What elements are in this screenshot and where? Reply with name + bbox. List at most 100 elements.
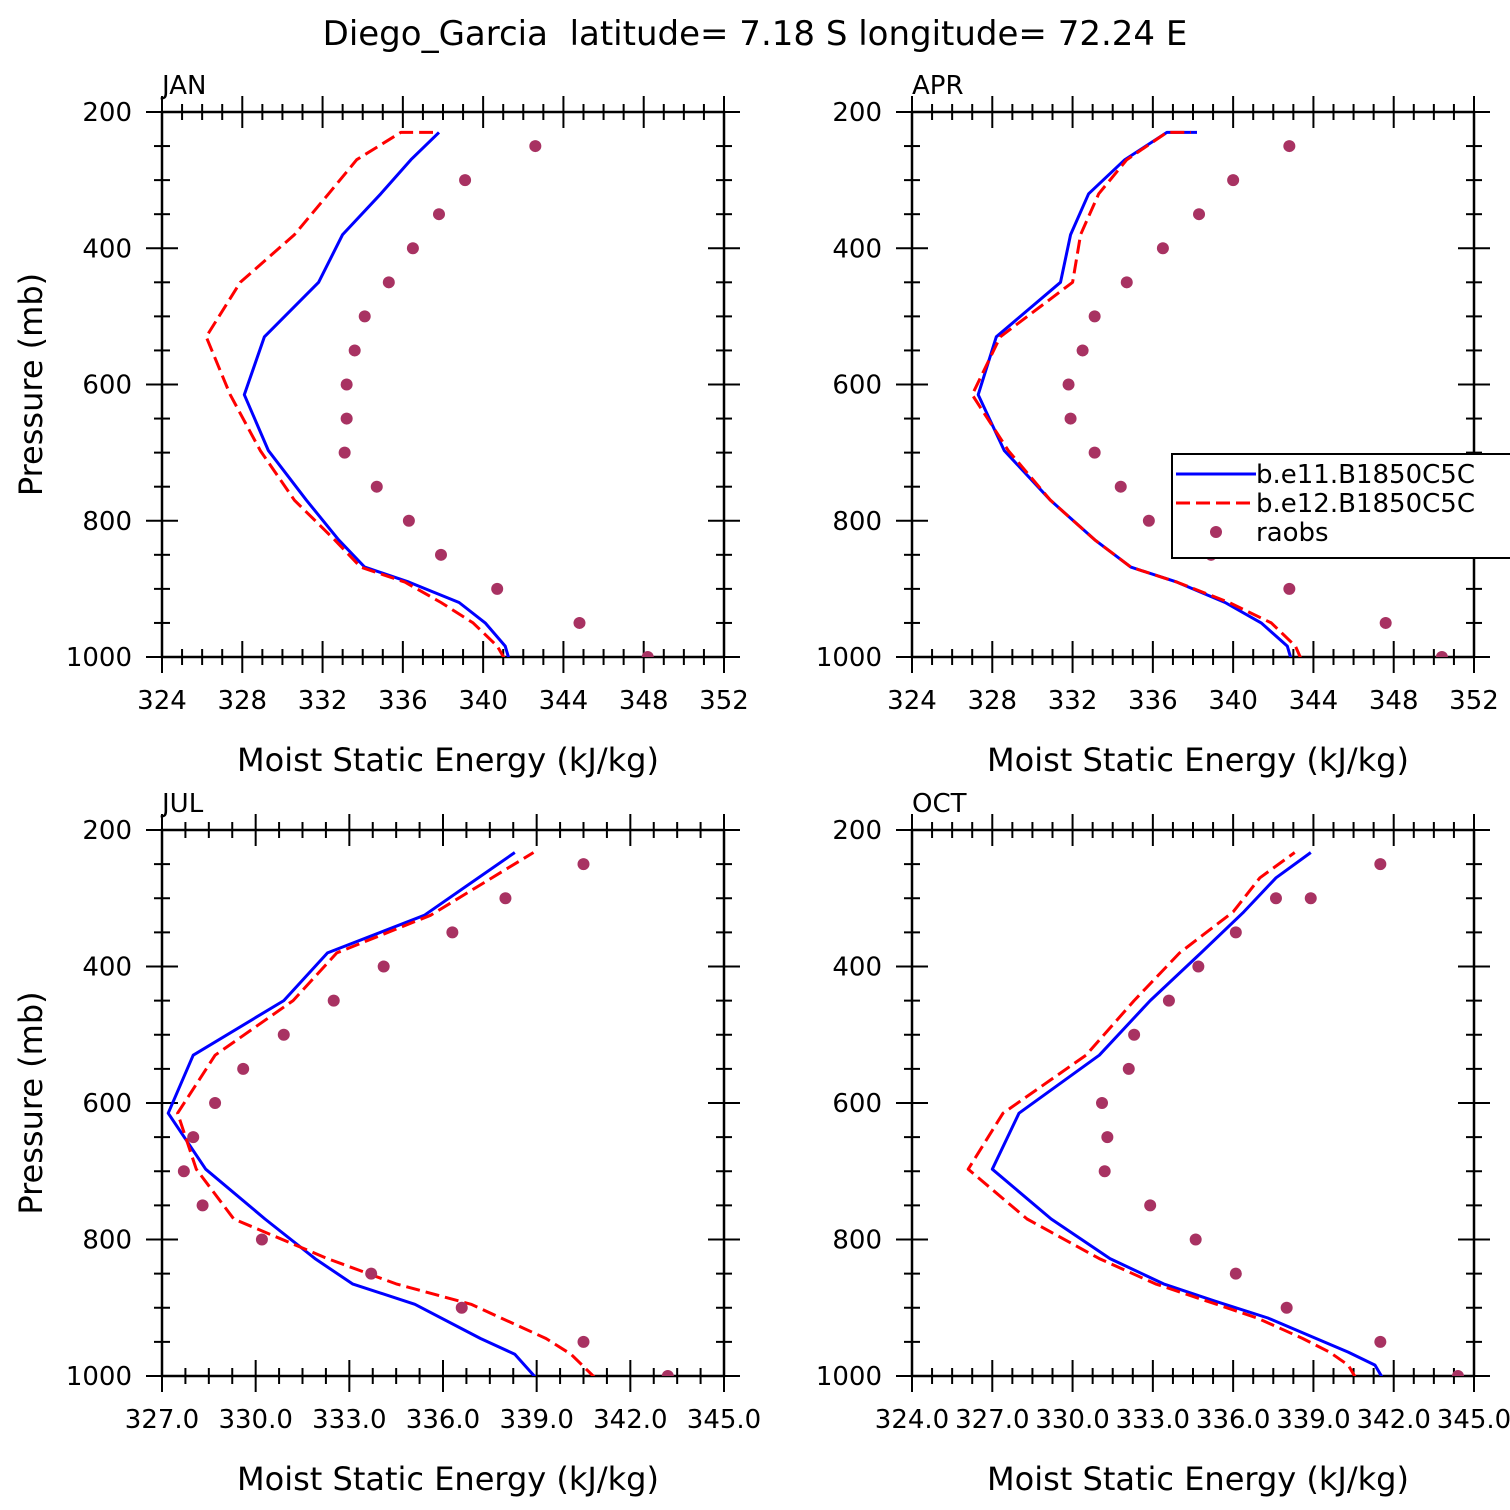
raobs-point <box>327 994 340 1007</box>
raobs-point <box>573 616 586 629</box>
raobs-point <box>1062 378 1075 391</box>
raobs-point <box>255 1233 268 1246</box>
y-tick-label: 400 <box>82 953 132 983</box>
panel-jul: 200 400 600 800 1000 327.0 330.0 333.0 336.0 339.… <box>12 789 761 1498</box>
raobs-point <box>338 446 351 459</box>
raobs-point <box>187 1131 200 1144</box>
raobs-point <box>402 514 415 527</box>
x-tick-label: 342.0 <box>1356 1405 1430 1435</box>
x-tick-label: 327.0 <box>125 1405 199 1435</box>
x-tick-label: 342.0 <box>593 1405 667 1435</box>
plot-frame <box>160 828 726 1378</box>
raobs-point <box>1162 994 1175 1007</box>
raobs-point <box>434 548 447 561</box>
series-line-b-e12 <box>176 851 596 1376</box>
x-tick-label: 348 <box>619 686 669 716</box>
x-tick-label: 328 <box>217 686 267 716</box>
x-tick-label: 332 <box>1048 686 1098 716</box>
y-tick-label: 600 <box>832 1089 882 1119</box>
y-tick-label: 1000 <box>66 643 132 673</box>
raobs-point <box>1076 344 1089 357</box>
series-line-b-e11 <box>242 131 510 657</box>
x-tick-label: 324.0 <box>875 1405 949 1435</box>
y-tick-label: 800 <box>82 1226 132 1256</box>
y-axis-label: Pressure (mb) <box>12 991 50 1214</box>
raobs-point <box>1098 1165 1111 1178</box>
raobs-point <box>377 960 390 973</box>
raobs-point <box>277 1028 290 1041</box>
x-tick-label: 352 <box>699 686 749 716</box>
y-tick-label: 200 <box>82 98 132 128</box>
raobs-point <box>455 1301 468 1314</box>
raobs-point <box>1435 651 1448 657</box>
raobs-point <box>577 1335 590 1348</box>
raobs-point <box>1120 276 1133 289</box>
x-tick-label: 340 <box>458 686 508 716</box>
raobs-point <box>196 1199 209 1212</box>
raobs-point <box>1379 616 1392 629</box>
raobs-point <box>499 892 512 905</box>
raobs-point <box>1088 446 1101 459</box>
x-tick-label: 333.0 <box>1116 1405 1190 1435</box>
x-tick-label: 336 <box>1128 686 1178 716</box>
series-line-b-e12 <box>970 130 1302 657</box>
raobs-point <box>661 1370 674 1376</box>
y-tick-label: 1000 <box>816 1362 882 1392</box>
x-tick-label: 328 <box>967 686 1017 716</box>
raobs-point <box>358 310 371 323</box>
y-tick-label: 200 <box>832 816 882 846</box>
x-axis-label: Moist Static Energy (kJ/kg) <box>237 741 659 779</box>
raobs-point <box>1156 242 1169 255</box>
y-tick-label: 800 <box>82 507 132 537</box>
x-tick-label: 330.0 <box>218 1405 292 1435</box>
y-tick-label: 200 <box>82 816 132 846</box>
raobs-point <box>1096 1097 1109 1109</box>
x-tick-label: 336 <box>378 686 428 716</box>
raobs-point <box>365 1267 378 1280</box>
raobs-point <box>529 140 542 153</box>
panel-title: APR <box>912 71 964 101</box>
x-tick-label: 336.0 <box>1196 1405 1270 1435</box>
x-tick-label: 352 <box>1449 686 1499 716</box>
x-tick-label: 333.0 <box>312 1405 386 1435</box>
x-tick-label: 345.0 <box>687 1405 761 1435</box>
raobs-point <box>1227 174 1240 187</box>
raobs-point <box>1269 892 1282 905</box>
raobs-point <box>406 242 419 255</box>
raobs-point <box>641 651 654 657</box>
legend-box <box>1171 453 1510 559</box>
y-tick-label: 600 <box>82 1089 132 1119</box>
series-line-b-e11 <box>976 130 1293 657</box>
panel-title: JAN <box>160 71 206 101</box>
legend-label: b.e12.B1850C5C <box>1256 489 1475 519</box>
x-axis-label: Moist Static Energy (kJ/kg) <box>987 1460 1409 1498</box>
raobs-point <box>491 582 504 595</box>
legend-label: raobs <box>1256 518 1329 548</box>
x-tick-label: 324 <box>137 686 187 716</box>
raobs-point <box>1229 1267 1242 1280</box>
raobs-point <box>1064 412 1077 425</box>
y-tick-label: 800 <box>832 1226 882 1256</box>
raobs-point <box>237 1062 250 1075</box>
raobs-point <box>432 208 445 221</box>
raobs-point <box>209 1097 222 1109</box>
x-axis-label: Moist Static Energy (kJ/kg) <box>237 1460 659 1498</box>
raobs-point <box>1283 140 1296 153</box>
x-axis-label: Moist Static Energy (kJ/kg) <box>987 741 1409 779</box>
x-tick-label: 324 <box>887 686 937 716</box>
raobs-point <box>1229 926 1242 939</box>
x-tick-label: 344 <box>539 686 589 716</box>
raobs-point <box>1304 892 1317 905</box>
legend-marker-raobs <box>1210 526 1222 538</box>
raobs-point <box>459 174 472 187</box>
y-axis-label: Pressure (mb) <box>12 273 50 496</box>
raobs-point <box>340 378 353 391</box>
raobs-point <box>1142 514 1155 527</box>
raobs-point <box>1374 1335 1387 1348</box>
raobs-point <box>348 344 361 357</box>
x-tick-label: 330.0 <box>1035 1405 1109 1435</box>
